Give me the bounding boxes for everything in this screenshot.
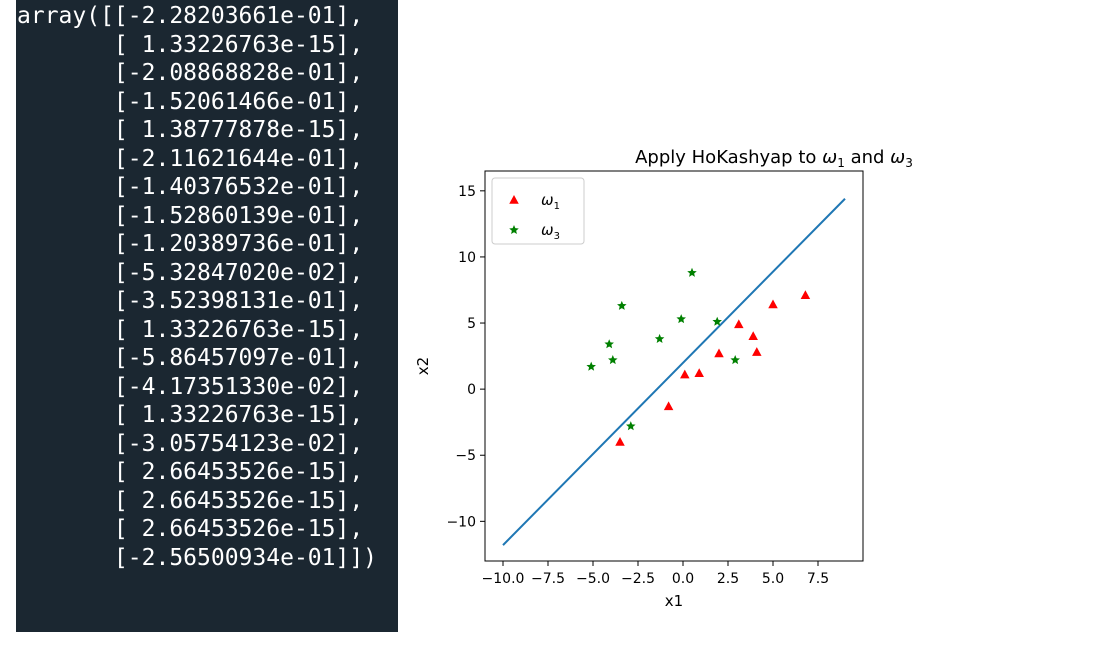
y-axis-label: x2 [414, 357, 432, 375]
console-line: [ 1.33226763e-15], [17, 31, 364, 58]
console-line: [ 2.66453526e-15], [17, 487, 364, 514]
x-tick-label: 0.0 [672, 571, 694, 587]
console-line: [-3.52398131e-01], [17, 288, 364, 314]
omega1-point [663, 401, 674, 411]
omega1-point [714, 348, 724, 358]
omega1-point [748, 331, 758, 341]
console-line: array([[-2.28203661e-01], [17, 3, 364, 29]
y-tick-label: −5 [455, 448, 476, 464]
x-tick-label: −7.5 [531, 571, 565, 587]
x-tick-label: −10.0 [482, 571, 525, 587]
omega1-point [734, 319, 744, 329]
x-tick-label: −2.5 [621, 571, 655, 587]
legend-label: ω3 [541, 221, 560, 242]
console-line: [-1.20389736e-01], [17, 231, 364, 257]
console-line: [-5.32847020e-02], [17, 259, 364, 286]
y-tick-label: 0 [467, 382, 476, 398]
legend-label: ω1 [541, 191, 560, 212]
decision-line [502, 198, 846, 546]
x-tick-label: −5.0 [576, 571, 610, 587]
omega3-point [676, 314, 686, 324]
omega3-point [604, 339, 614, 349]
console-line: [ 1.33226763e-15], [17, 402, 364, 428]
x-tick-label: 5.0 [762, 571, 784, 587]
console-line: [ 2.66453526e-15], [17, 516, 364, 542]
omega3-point [626, 421, 636, 431]
y-tick-label: −10 [446, 514, 476, 530]
console-line: [ 1.33226763e-15], [17, 316, 364, 343]
omega3-point [617, 300, 627, 310]
y-tick-label: 5 [467, 316, 476, 332]
omega3-point [654, 333, 665, 343]
console-output: array([[-2.28203661e-01], [ 1.33226763e-… [16, 0, 398, 632]
omega3-point [712, 316, 722, 326]
scatter-chart: Apply HoKashyap to ω1 and ω3 −10.0 −7.5 −5… [414, 147, 913, 610]
console-line: [-3.05754123e-02], [17, 430, 364, 457]
x-tick-label: 2.5 [717, 571, 739, 587]
y-tick-label: 15 [458, 184, 476, 200]
console-line: [-2.08868828e-01], [17, 60, 364, 86]
console-line: [-2.56500934e-01]]) [17, 544, 378, 571]
console-line: [-2.11621644e-01], [17, 145, 364, 172]
omega1-point [768, 299, 778, 309]
omega3-point [586, 361, 596, 371]
plot-area: −10.0 −7.5 −5.0 −2.5 0.0 2.5 5.0 7.5 −10 −5 0 5 10 15… [414, 170, 864, 610]
x-axis-label: x1 [665, 592, 683, 610]
omega1-point [680, 369, 690, 379]
console-line: [ 2.66453526e-15], [17, 459, 364, 485]
axes-frame [484, 170, 864, 562]
console-line: [-1.52860139e-01], [17, 202, 364, 229]
console-line: [-4.17351330e-02], [17, 373, 364, 400]
console-line: [ 1.38777878e-15], [17, 117, 364, 143]
omega3-point [687, 267, 697, 277]
omega1-point [752, 347, 762, 356]
omega1-point [694, 368, 704, 378]
omega3-point [730, 355, 740, 365]
omega1-point [800, 290, 811, 300]
chart-title: Apply HoKashyap to ω1 and ω3 [635, 147, 913, 170]
legend-marker [509, 195, 519, 204]
omega3-point [608, 355, 618, 365]
omega1-point [615, 437, 625, 446]
y-tick-label: 10 [458, 250, 476, 266]
console-line: [-1.40376532e-01], [17, 174, 364, 200]
console-line: [-5.86457097e-01], [17, 345, 364, 371]
legend-box [491, 177, 585, 245]
x-tick-label: 7.5 [807, 571, 829, 587]
legend-marker [509, 225, 519, 235]
console-line: [-1.52061466e-01], [17, 88, 364, 115]
